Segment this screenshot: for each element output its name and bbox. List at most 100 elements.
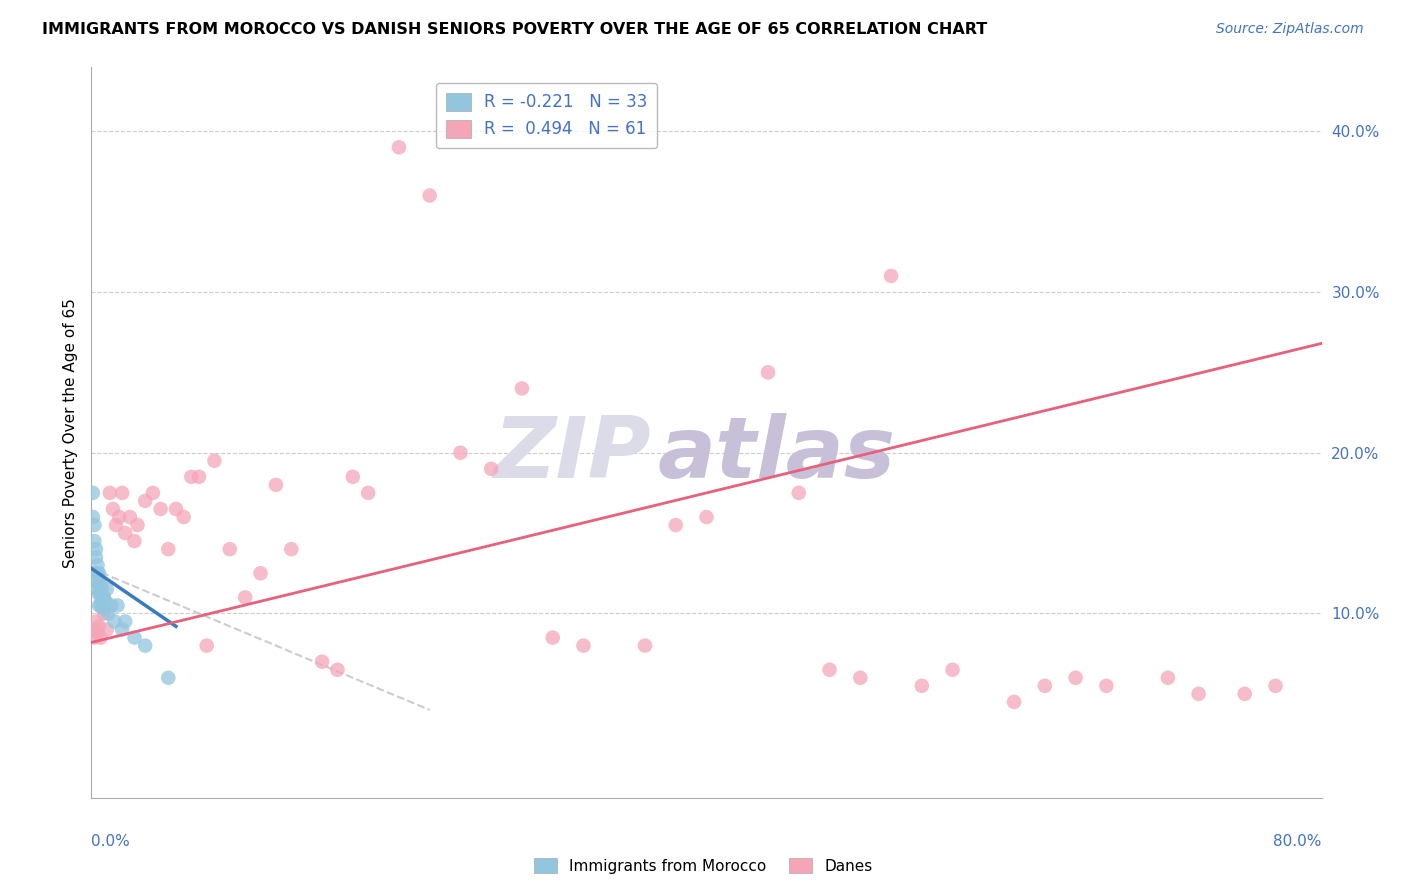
Point <box>1264 679 1286 693</box>
Point <box>634 639 657 653</box>
Point <box>280 542 302 557</box>
Text: 80.0%: 80.0% <box>1274 834 1322 848</box>
Point <box>86 558 108 573</box>
Point <box>149 502 172 516</box>
Point <box>84 542 107 557</box>
Point <box>818 663 841 677</box>
Point <box>357 486 380 500</box>
Point <box>87 619 110 633</box>
Point <box>541 631 564 645</box>
Point <box>157 671 180 685</box>
Point <box>100 599 122 613</box>
Point <box>188 470 211 484</box>
Point <box>91 593 114 607</box>
Point <box>342 470 364 484</box>
Text: ZIP: ZIP <box>494 413 651 496</box>
Point <box>90 631 112 645</box>
Point <box>87 566 110 581</box>
Point <box>86 574 108 589</box>
Point <box>880 268 903 283</box>
Point <box>249 566 271 581</box>
Point <box>82 623 104 637</box>
Point <box>696 510 718 524</box>
Point <box>111 623 134 637</box>
Point <box>83 534 105 549</box>
Point <box>218 542 240 557</box>
Point <box>114 615 136 629</box>
Point <box>86 625 108 640</box>
Y-axis label: Seniors Poverty Over the Age of 65: Seniors Poverty Over the Age of 65 <box>62 298 77 567</box>
Text: Source: ZipAtlas.com: Source: ZipAtlas.com <box>1216 22 1364 37</box>
Point <box>911 679 934 693</box>
Point <box>90 599 112 613</box>
Point <box>82 486 104 500</box>
Point <box>87 587 110 601</box>
Point <box>157 542 180 557</box>
Point <box>82 510 104 524</box>
Text: atlas: atlas <box>657 413 896 496</box>
Point <box>756 365 779 379</box>
Point <box>91 582 114 597</box>
Point <box>233 591 256 605</box>
Point <box>142 486 165 500</box>
Point <box>479 462 502 476</box>
Point <box>1033 679 1056 693</box>
Point <box>96 582 118 597</box>
Point <box>124 631 146 645</box>
Point <box>96 623 118 637</box>
Point <box>83 631 105 645</box>
Point <box>103 615 125 629</box>
Point <box>1002 695 1025 709</box>
Point <box>419 188 441 202</box>
Point <box>111 486 134 500</box>
Point <box>1187 687 1209 701</box>
Point <box>1095 679 1118 693</box>
Point <box>942 663 965 677</box>
Point <box>86 566 108 581</box>
Point <box>180 470 202 484</box>
Text: IMMIGRANTS FROM MOROCCO VS DANISH SENIORS POVERTY OVER THE AGE OF 65 CORRELATION: IMMIGRANTS FROM MOROCCO VS DANISH SENIOR… <box>42 22 987 37</box>
Point <box>127 518 149 533</box>
Point <box>87 577 110 591</box>
Text: 0.0%: 0.0% <box>91 834 131 848</box>
Point <box>173 510 195 524</box>
Point <box>86 582 108 597</box>
Point <box>449 446 471 460</box>
Point <box>1157 671 1180 685</box>
Point <box>101 502 124 516</box>
Point <box>1064 671 1087 685</box>
Point <box>264 478 287 492</box>
Point <box>90 587 112 601</box>
Point <box>665 518 688 533</box>
Point <box>202 454 225 468</box>
Point <box>97 607 120 621</box>
Legend: Immigrants from Morocco, Danes: Immigrants from Morocco, Danes <box>527 852 879 880</box>
Point <box>787 486 810 500</box>
Point <box>134 494 156 508</box>
Point <box>105 518 127 533</box>
Point <box>118 510 141 524</box>
Legend: R = -0.221   N = 33, R =  0.494   N = 61: R = -0.221 N = 33, R = 0.494 N = 61 <box>436 83 658 148</box>
Point <box>84 566 107 581</box>
Point <box>114 526 136 541</box>
Point <box>326 663 349 677</box>
Point <box>165 502 187 516</box>
Point <box>107 599 129 613</box>
Point <box>87 599 110 613</box>
Point <box>849 671 872 685</box>
Point <box>108 510 131 524</box>
Point <box>84 615 107 629</box>
Point <box>94 593 117 607</box>
Point <box>93 591 115 605</box>
Point <box>98 486 121 500</box>
Point <box>124 534 146 549</box>
Point <box>93 607 115 621</box>
Point <box>1233 687 1256 701</box>
Point <box>195 639 218 653</box>
Point <box>572 639 595 653</box>
Point <box>83 518 105 533</box>
Point <box>134 639 156 653</box>
Point <box>93 601 115 615</box>
Point <box>311 655 333 669</box>
Point <box>84 550 107 565</box>
